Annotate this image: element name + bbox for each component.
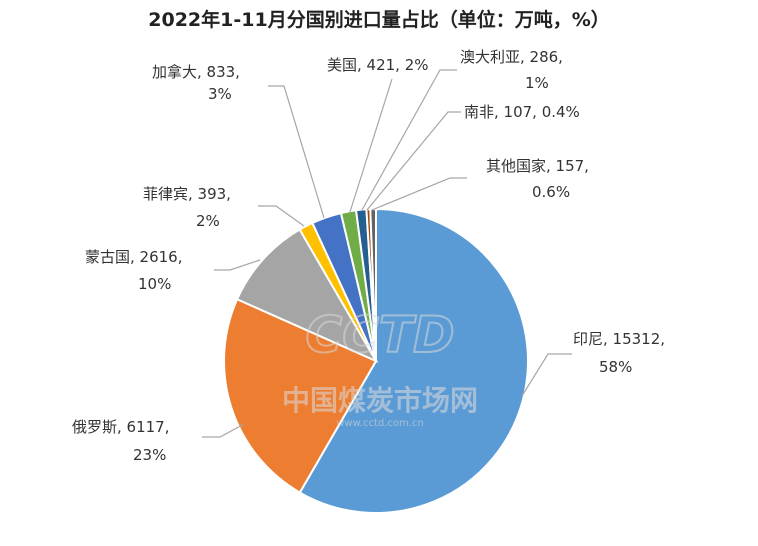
pie-slice-3	[235, 228, 379, 364]
data-label-2: 俄罗斯, 6117,	[72, 418, 169, 436]
data-label-percent-3: 10%	[138, 275, 171, 293]
chart-title: 2022年1-11月分国别进口量占比（单位：万吨，%）	[148, 8, 609, 31]
pie-slice-1	[298, 207, 529, 514]
watermark: CCTD 中国煤炭市场网 www.cctd.com.cn	[282, 305, 478, 429]
pie-slice-2	[223, 297, 378, 494]
watermark-logo: CCTD	[306, 306, 455, 364]
data-label-6: 美国, 421, 2%	[327, 56, 429, 74]
data-label-8: 南非, 107, 0.4%	[464, 103, 580, 121]
leader-line-6	[349, 78, 393, 213]
data-label-1: 印尼, 15312,	[573, 330, 665, 348]
watermark-url: www.cctd.com.cn	[336, 418, 424, 429]
leader-line-4	[258, 205, 305, 227]
data-label-4: 菲律宾, 393,	[143, 185, 231, 203]
leader-line-3	[214, 259, 261, 271]
data-label-percent-5: 3%	[208, 85, 232, 103]
data-label-percent-9: 0.6%	[532, 183, 570, 201]
leader-line-5	[268, 85, 325, 219]
data-labels: 印尼, 15312, 58% 俄罗斯, 6117, 23% 蒙古国, 2616, 10% 菲…	[72, 48, 665, 464]
leader-lines	[202, 69, 572, 438]
data-label-percent-1: 58%	[599, 358, 632, 376]
pie-slices	[223, 207, 529, 514]
data-label-3: 蒙古国, 2616,	[85, 248, 182, 266]
data-label-percent-2: 23%	[133, 446, 166, 464]
data-label-7: 澳大利亚, 286,	[460, 48, 563, 66]
leader-line-9	[371, 177, 467, 211]
data-label-percent-7: 1%	[525, 74, 549, 92]
data-label-5: 加拿大, 833,	[152, 63, 240, 81]
leader-line-1	[521, 353, 572, 397]
leader-line-8	[366, 111, 461, 211]
data-label-9: 其他国家, 157,	[486, 157, 589, 175]
watermark-name: 中国煤炭市场网	[282, 384, 478, 417]
leader-line-2	[202, 423, 245, 438]
leader-line-7	[361, 69, 457, 211]
data-label-percent-4: 2%	[196, 212, 220, 230]
